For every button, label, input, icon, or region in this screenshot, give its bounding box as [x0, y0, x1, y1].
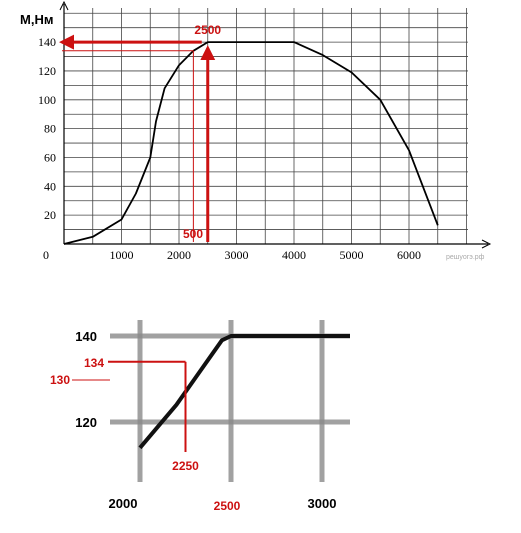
watermark: решуогэ.рф	[446, 254, 485, 261]
x-tick-label: 0	[43, 248, 49, 262]
y-tick-label: 120	[38, 64, 56, 78]
x-tick-label: 5000	[340, 248, 364, 262]
zoom-y-tick-label: 140	[75, 329, 97, 344]
zoom-red-x-tick: 2500	[214, 499, 241, 513]
x-tick-label: 1000	[110, 248, 134, 262]
zoom-marker-x-label: 2250	[172, 459, 199, 473]
y-tick-label: 60	[44, 150, 56, 164]
x-tick-label: 3000	[225, 248, 249, 262]
y-axis-arrow	[59, 0, 69, 11]
y-tick-label: 140	[38, 35, 56, 49]
y-tick-label: 100	[38, 93, 56, 107]
x-tick-label: 2000	[167, 248, 191, 262]
zoom-x-tick-label: 3000	[308, 496, 337, 511]
zoom-red-y-label-134: 134	[84, 356, 104, 370]
zoom-torque-curve	[138, 334, 350, 450]
zoom-y-tick-label: 120	[75, 415, 97, 430]
y-tick-label: 80	[44, 122, 56, 136]
zoom-x-tick-label: 2000	[109, 496, 138, 511]
y-axis-title: M,Нм	[20, 12, 53, 27]
arrow-x-label: 2500	[194, 23, 221, 37]
zoom-red-y-label-130: 130	[50, 373, 70, 387]
y-tick-label: 20	[44, 208, 56, 222]
x-tick-label: 4000	[282, 248, 306, 262]
bottom-red-label: 500	[183, 227, 203, 241]
y-tick-label: 40	[44, 179, 56, 193]
x-axis-arrow	[481, 239, 492, 249]
x-tick-label: 6000	[397, 248, 421, 262]
